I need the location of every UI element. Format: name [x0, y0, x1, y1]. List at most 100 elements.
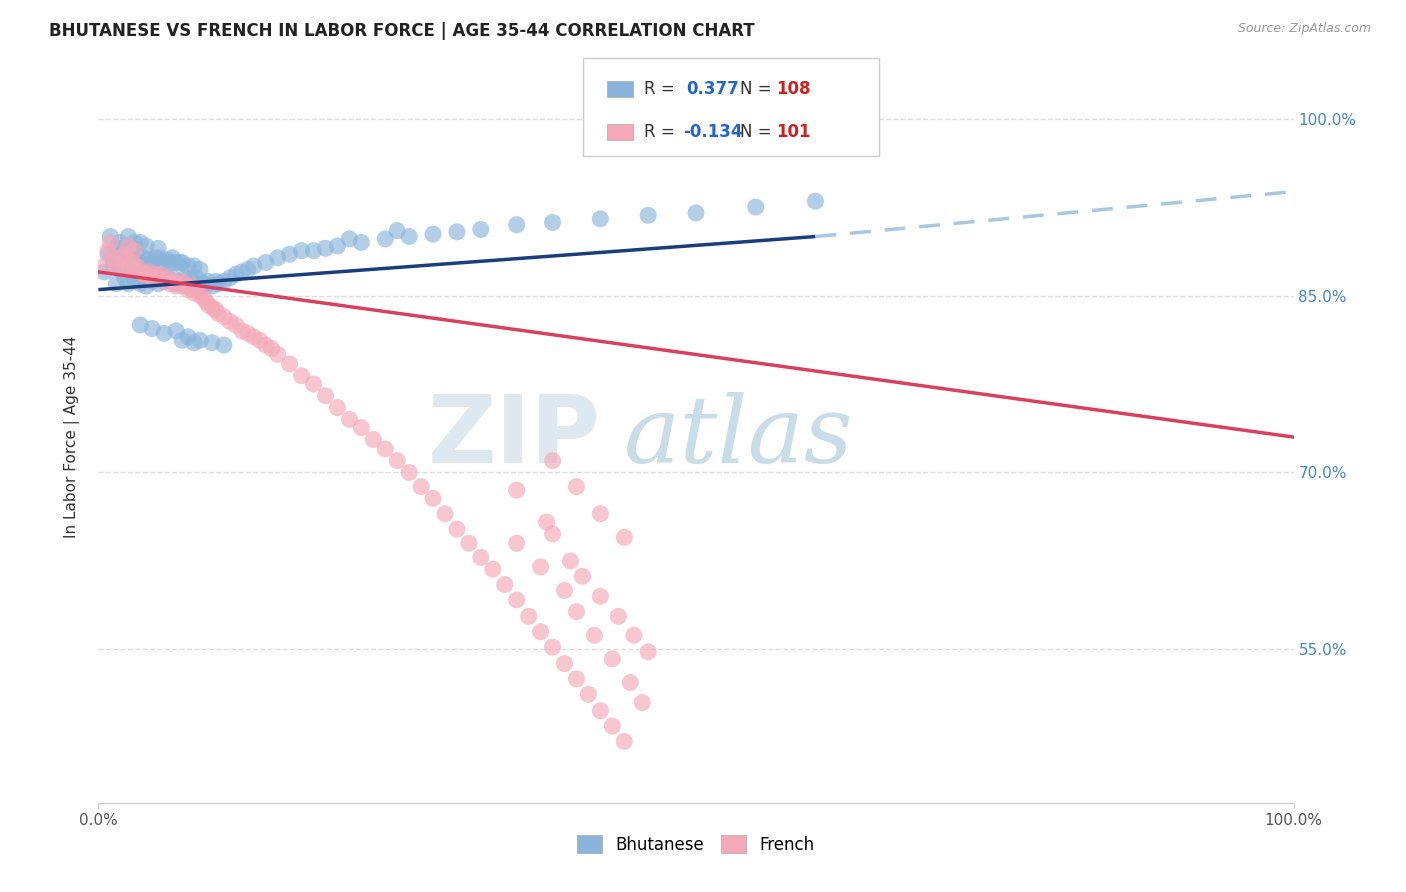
Point — [125, 247, 148, 261]
Point — [195, 294, 218, 309]
Point — [339, 232, 361, 246]
Point — [138, 265, 160, 279]
Point — [589, 211, 612, 226]
Point — [108, 235, 131, 250]
Point — [458, 536, 481, 550]
Point — [326, 401, 349, 415]
Point — [117, 229, 139, 244]
Point — [141, 255, 163, 269]
Point — [446, 522, 468, 536]
Point — [619, 675, 641, 690]
Point — [149, 267, 172, 281]
Point — [129, 255, 152, 269]
Point — [180, 279, 202, 293]
Point — [93, 259, 115, 273]
Point — [434, 507, 457, 521]
Point — [148, 241, 170, 255]
Point — [350, 235, 373, 250]
Point — [172, 255, 194, 269]
Point — [589, 704, 612, 718]
Point — [385, 224, 409, 238]
Point — [141, 274, 163, 288]
Point — [114, 247, 136, 261]
Point — [225, 318, 247, 332]
Point — [165, 279, 187, 293]
Point — [541, 640, 564, 654]
Point — [141, 270, 163, 285]
Point — [108, 251, 131, 265]
Point — [398, 466, 420, 480]
Point — [565, 605, 588, 619]
Point — [135, 239, 157, 253]
Point — [148, 259, 170, 273]
Point — [177, 330, 200, 344]
Point — [153, 326, 176, 341]
Point — [132, 251, 155, 265]
Point — [804, 194, 827, 208]
Point — [124, 262, 146, 277]
Point — [149, 251, 172, 265]
Point — [565, 672, 588, 686]
Point — [236, 326, 259, 341]
Point — [193, 277, 215, 291]
Point — [172, 334, 194, 348]
Point — [129, 277, 152, 291]
Point — [685, 206, 707, 220]
Point — [541, 526, 564, 541]
Point — [204, 274, 226, 288]
Point — [219, 270, 242, 285]
Point — [207, 306, 229, 320]
Point — [260, 342, 283, 356]
Point — [149, 267, 172, 281]
Point — [124, 253, 146, 268]
Point — [267, 347, 290, 361]
Point — [172, 277, 194, 291]
Point — [162, 270, 184, 285]
Point — [188, 262, 211, 277]
Point — [177, 259, 200, 273]
Text: atlas: atlas — [624, 392, 853, 482]
Point — [135, 279, 157, 293]
Point — [554, 657, 576, 671]
Point — [422, 491, 444, 506]
Point — [363, 433, 385, 447]
Point — [117, 259, 139, 273]
Point — [195, 279, 218, 293]
Point — [385, 453, 409, 467]
Point — [169, 255, 191, 269]
Point — [212, 274, 235, 288]
Point — [125, 259, 148, 273]
Legend: Bhutanese, French: Bhutanese, French — [571, 829, 821, 860]
Point — [541, 453, 564, 467]
Text: 108: 108 — [776, 80, 811, 98]
Point — [165, 255, 187, 269]
Point — [145, 251, 167, 265]
Point — [129, 318, 152, 332]
Point — [165, 324, 187, 338]
Point — [243, 330, 266, 344]
Point — [231, 265, 253, 279]
Text: N =: N = — [740, 123, 776, 141]
Point — [129, 235, 152, 250]
Point — [188, 288, 211, 302]
Point — [201, 301, 224, 315]
Point — [291, 244, 314, 258]
Point — [613, 734, 636, 748]
Point — [132, 267, 155, 281]
Point — [93, 265, 115, 279]
Point — [180, 274, 202, 288]
Point — [159, 255, 181, 269]
Point — [560, 554, 582, 568]
Point — [446, 225, 468, 239]
Point — [583, 628, 606, 642]
Point — [169, 274, 191, 288]
Point — [111, 262, 134, 277]
Point — [565, 480, 588, 494]
Point — [278, 357, 301, 371]
Point — [172, 279, 194, 293]
Point — [481, 562, 505, 576]
Point — [117, 277, 139, 291]
Point — [637, 208, 659, 222]
Point — [98, 229, 122, 244]
Point — [98, 235, 122, 250]
